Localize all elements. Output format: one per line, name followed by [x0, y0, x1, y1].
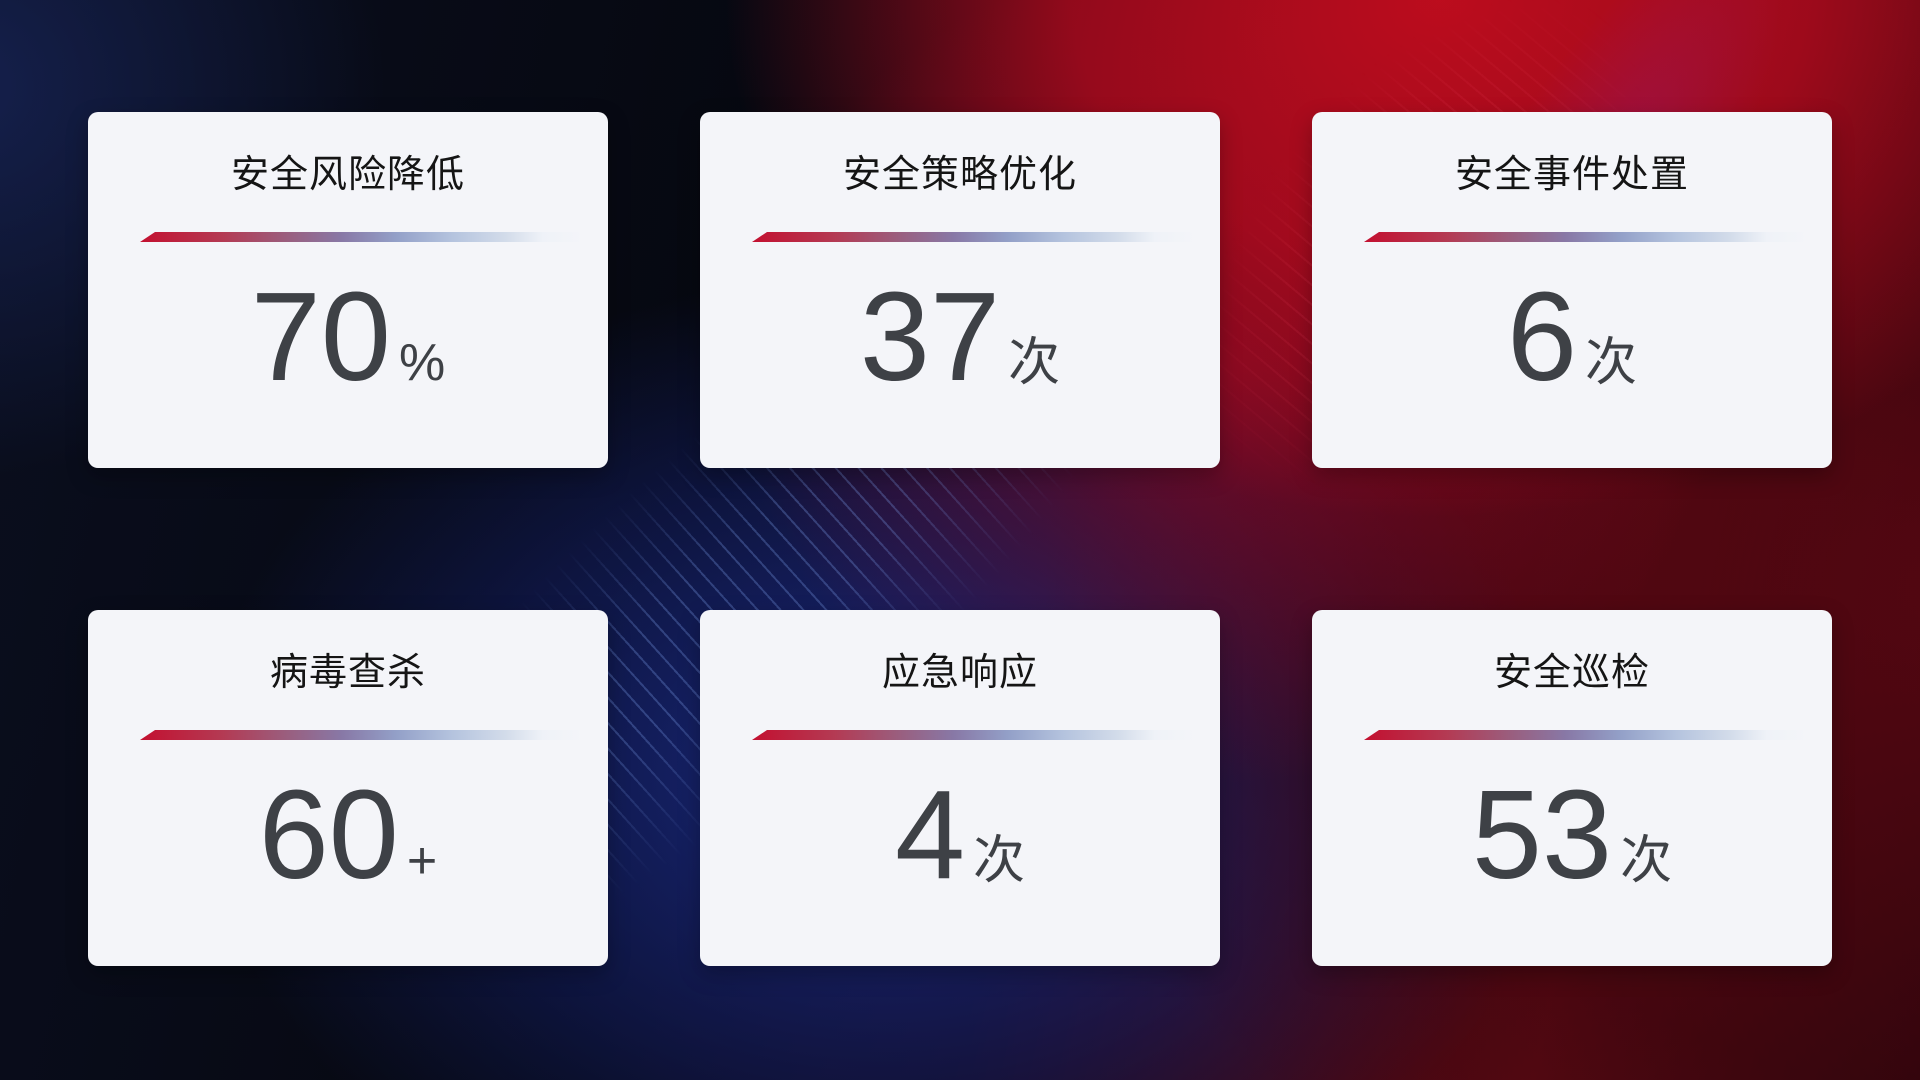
stat-unit: 次	[973, 832, 1026, 890]
stat-card-incident-handling: 安全事件处置 6 次	[1312, 112, 1832, 468]
stat-number: 4	[894, 764, 966, 905]
stat-card-value: 70 %	[251, 274, 445, 400]
stat-card-value: 60 +	[259, 772, 438, 898]
stat-unit: 次	[1620, 832, 1673, 890]
stat-number: 70	[250, 266, 391, 407]
stat-card-divider	[752, 232, 1210, 242]
stat-card-title: 安全事件处置	[1454, 154, 1689, 196]
stat-card-value: 37 次	[860, 274, 1060, 400]
stat-card-emergency-response: 应急响应 4 次	[700, 610, 1220, 966]
stat-card-virus-scan: 病毒查杀 60 +	[88, 610, 608, 966]
stat-card-divider	[1364, 232, 1822, 242]
stat-number: 37	[859, 266, 1001, 407]
stat-card-title: 安全策略优化	[842, 154, 1077, 196]
stat-card-title: 安全风险降低	[230, 154, 465, 196]
stat-card-value: 4 次	[895, 772, 1025, 898]
stat-number: 53	[1471, 764, 1613, 905]
stat-card-policy-optimization: 安全策略优化 37 次	[700, 112, 1220, 468]
stat-unit: %	[398, 334, 446, 392]
stat-card-divider	[140, 232, 598, 242]
stat-card-value: 53 次	[1472, 772, 1672, 898]
stat-number: 6	[1506, 266, 1578, 407]
stat-unit: +	[406, 832, 438, 890]
stat-number: 60	[258, 764, 399, 905]
stat-card-title: 应急响应	[881, 652, 1038, 694]
stat-card-security-inspection: 安全巡检 53 次	[1312, 610, 1832, 966]
stat-card-divider	[752, 730, 1210, 740]
stat-card-value: 6 次	[1507, 274, 1637, 400]
stat-card-divider	[140, 730, 598, 740]
stat-unit: 次	[1008, 334, 1061, 392]
stat-unit: 次	[1585, 334, 1638, 392]
stat-card-title: 安全巡检	[1493, 652, 1650, 694]
stat-card-risk-reduction: 安全风险降低 70 %	[88, 112, 608, 468]
stat-card-divider	[1364, 730, 1822, 740]
stat-card-title: 病毒查杀	[269, 652, 426, 694]
